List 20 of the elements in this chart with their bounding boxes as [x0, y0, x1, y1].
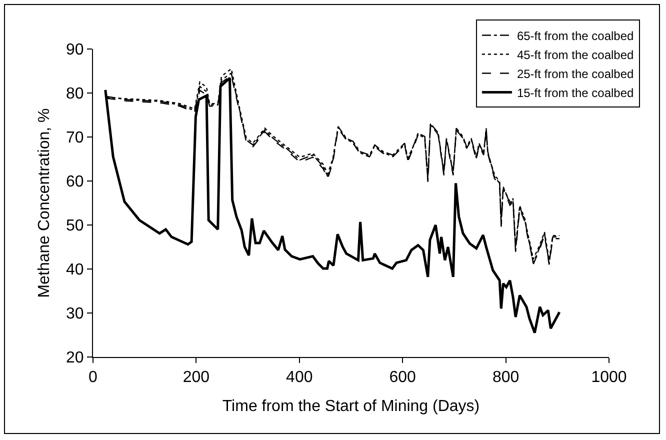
x-axis-title: Time from the Start of Mining (Days) — [222, 398, 480, 415]
y-tick-label: 70 — [66, 130, 84, 147]
x-tick-label: 600 — [389, 369, 416, 386]
y-tick-label: 20 — [66, 350, 84, 367]
y-tick-label: 80 — [66, 86, 84, 103]
x-tick-label: 1000 — [591, 369, 627, 386]
legend-label: 25-ft from the coalbed — [516, 66, 634, 81]
legend-label: 15-ft from the coalbed — [516, 86, 634, 100]
x-tick-label: 800 — [492, 369, 520, 386]
x-tick-label: 200 — [182, 369, 210, 386]
y-tick-label: 60 — [66, 174, 84, 191]
y-tick-label: 50 — [66, 218, 84, 235]
legend-label: 65-ft from the coalbed — [516, 28, 634, 43]
x-tick-label: 0 — [88, 369, 98, 386]
y-tick-label: 90 — [66, 42, 84, 59]
x-tick-label: 400 — [286, 369, 313, 386]
y-axis-title: Methane Concentration, % — [36, 108, 53, 298]
y-tick-label: 40 — [66, 262, 84, 279]
legend-label: 45-ft from the coalbed — [516, 48, 634, 62]
y-tick-label: 30 — [66, 306, 84, 323]
